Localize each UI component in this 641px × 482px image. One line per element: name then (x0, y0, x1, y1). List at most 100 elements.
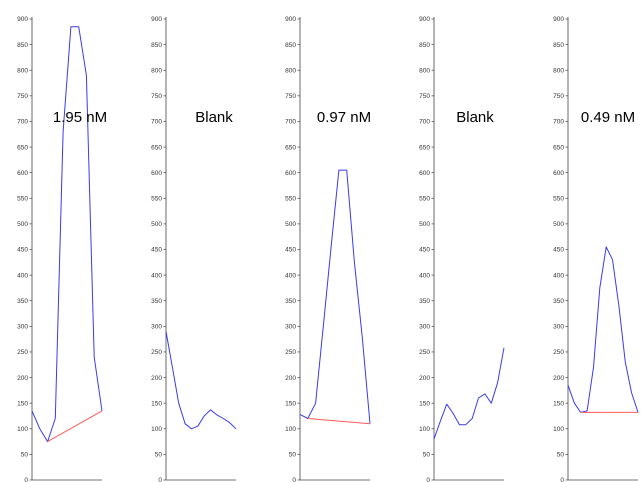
signal-trace-line (433, 347, 505, 440)
y-tick-label: 450 (285, 247, 296, 254)
y-tick-label: 150 (17, 400, 28, 407)
signal-trace-line (299, 169, 371, 424)
y-tick-label: 0 (426, 477, 430, 482)
y-tick-label: 300 (151, 324, 162, 331)
y-tick-label: 700 (419, 119, 430, 126)
y-tick-label: 50 (21, 452, 29, 459)
y-tick-label: 850 (419, 42, 430, 49)
y-tick-label: 500 (285, 221, 296, 228)
y-tick-label: 0 (158, 477, 162, 482)
y-tick-label: 650 (285, 144, 296, 151)
y-tick-label: 0 (292, 477, 296, 482)
y-tick-label: 150 (151, 400, 162, 407)
y-tick-label: 900 (17, 16, 28, 23)
y-tick-label: 500 (17, 221, 28, 228)
y-tick-label: 700 (17, 119, 28, 126)
panel-title: 0.97 nM (317, 109, 371, 126)
y-tick-label: 150 (553, 400, 564, 407)
y-tick-label: 250 (419, 349, 430, 356)
y-tick-label: 250 (553, 349, 564, 356)
y-tick-label: 50 (155, 452, 163, 459)
y-tick-label: 650 (17, 144, 28, 151)
y-tick-label: 550 (285, 195, 296, 202)
y-tick-label: 50 (557, 452, 565, 459)
y-tick-label: 800 (285, 67, 296, 74)
y-tick-label: 250 (17, 349, 28, 356)
y-tick-label: 100 (553, 426, 564, 433)
y-tick-label: 400 (285, 272, 296, 279)
y-tick-label: 850 (17, 42, 28, 49)
y-tick-label: 550 (151, 195, 162, 202)
y-tick-label: 200 (17, 375, 28, 382)
y-tick-label: 900 (285, 16, 296, 23)
panel-title: 1.95 nM (53, 109, 107, 126)
y-tick-label: 700 (285, 119, 296, 126)
y-tick-label: 450 (17, 247, 28, 254)
signal-trace-line (31, 26, 103, 443)
y-tick-label: 400 (553, 272, 564, 279)
y-tick-label: 850 (151, 42, 162, 49)
y-tick-label: 900 (553, 16, 564, 23)
y-tick-label: 650 (151, 144, 162, 151)
y-tick-label: 700 (553, 119, 564, 126)
y-tick-label: 100 (419, 426, 430, 433)
y-tick-label: 850 (553, 42, 564, 49)
y-tick-label: 800 (17, 67, 28, 74)
chart-panel-5: 0 50 100 150 200 250 300 350 400 450 500 550 600 650 7… (553, 16, 639, 482)
y-tick-label: 200 (553, 375, 564, 382)
panel-title: Blank (456, 109, 494, 126)
y-tick-label: 200 (285, 375, 296, 382)
y-tick-label: 350 (17, 298, 28, 305)
y-tick-label: 300 (17, 324, 28, 331)
chart-panel-4: 0 50 100 150 200 250 300 350 400 450 500 550 600 650 7… (419, 16, 505, 482)
y-tick-label: 500 (151, 221, 162, 228)
y-tick-label: 200 (419, 375, 430, 382)
y-tick-label: 850 (285, 42, 296, 49)
y-tick-label: 150 (285, 400, 296, 407)
chart-panel-1: 0 50 100 150 200 250 300 350 400 450 500 550 600 650 7… (17, 16, 107, 482)
y-tick-label: 600 (17, 170, 28, 177)
y-tick-label: 700 (151, 119, 162, 126)
y-tick-label: 350 (419, 298, 430, 305)
y-tick-label: 900 (151, 16, 162, 23)
y-tick-label: 50 (289, 452, 297, 459)
y-tick-label: 0 (24, 477, 28, 482)
signal-trace-line (567, 246, 639, 413)
y-tick-label: 400 (17, 272, 28, 279)
y-tick-label: 350 (151, 298, 162, 305)
panel-title: 0.49 nM (581, 109, 635, 126)
y-tick-label: 750 (285, 93, 296, 100)
y-tick-label: 150 (419, 400, 430, 407)
y-tick-label: 550 (553, 195, 564, 202)
y-tick-label: 350 (553, 298, 564, 305)
y-tick-label: 450 (151, 247, 162, 254)
y-tick-label: 800 (553, 67, 564, 74)
y-tick-label: 600 (419, 170, 430, 177)
y-tick-label: 650 (419, 144, 430, 151)
y-tick-label: 800 (419, 67, 430, 74)
signal-trace-line (165, 331, 237, 430)
baseline-line (47, 410, 103, 443)
y-tick-label: 550 (419, 195, 430, 202)
y-tick-label: 0 (560, 477, 564, 482)
y-tick-label: 550 (17, 195, 28, 202)
chart-panel-2: 0 50 100 150 200 250 300 350 400 450 500 550 600 650 7… (151, 16, 237, 482)
y-tick-label: 750 (17, 93, 28, 100)
baseline-line (307, 418, 371, 425)
y-tick-label: 600 (151, 170, 162, 177)
y-tick-label: 200 (151, 375, 162, 382)
y-tick-label: 750 (419, 93, 430, 100)
y-tick-label: 600 (553, 170, 564, 177)
y-tick-label: 250 (151, 349, 162, 356)
y-tick-label: 50 (423, 452, 431, 459)
y-tick-label: 650 (553, 144, 564, 151)
y-tick-label: 800 (151, 67, 162, 74)
panel-title: Blank (195, 109, 233, 126)
y-tick-label: 600 (285, 170, 296, 177)
y-tick-label: 500 (553, 221, 564, 228)
y-tick-label: 400 (151, 272, 162, 279)
y-tick-label: 500 (419, 221, 430, 228)
y-tick-label: 350 (285, 298, 296, 305)
y-tick-label: 300 (553, 324, 564, 331)
y-tick-label: 750 (151, 93, 162, 100)
